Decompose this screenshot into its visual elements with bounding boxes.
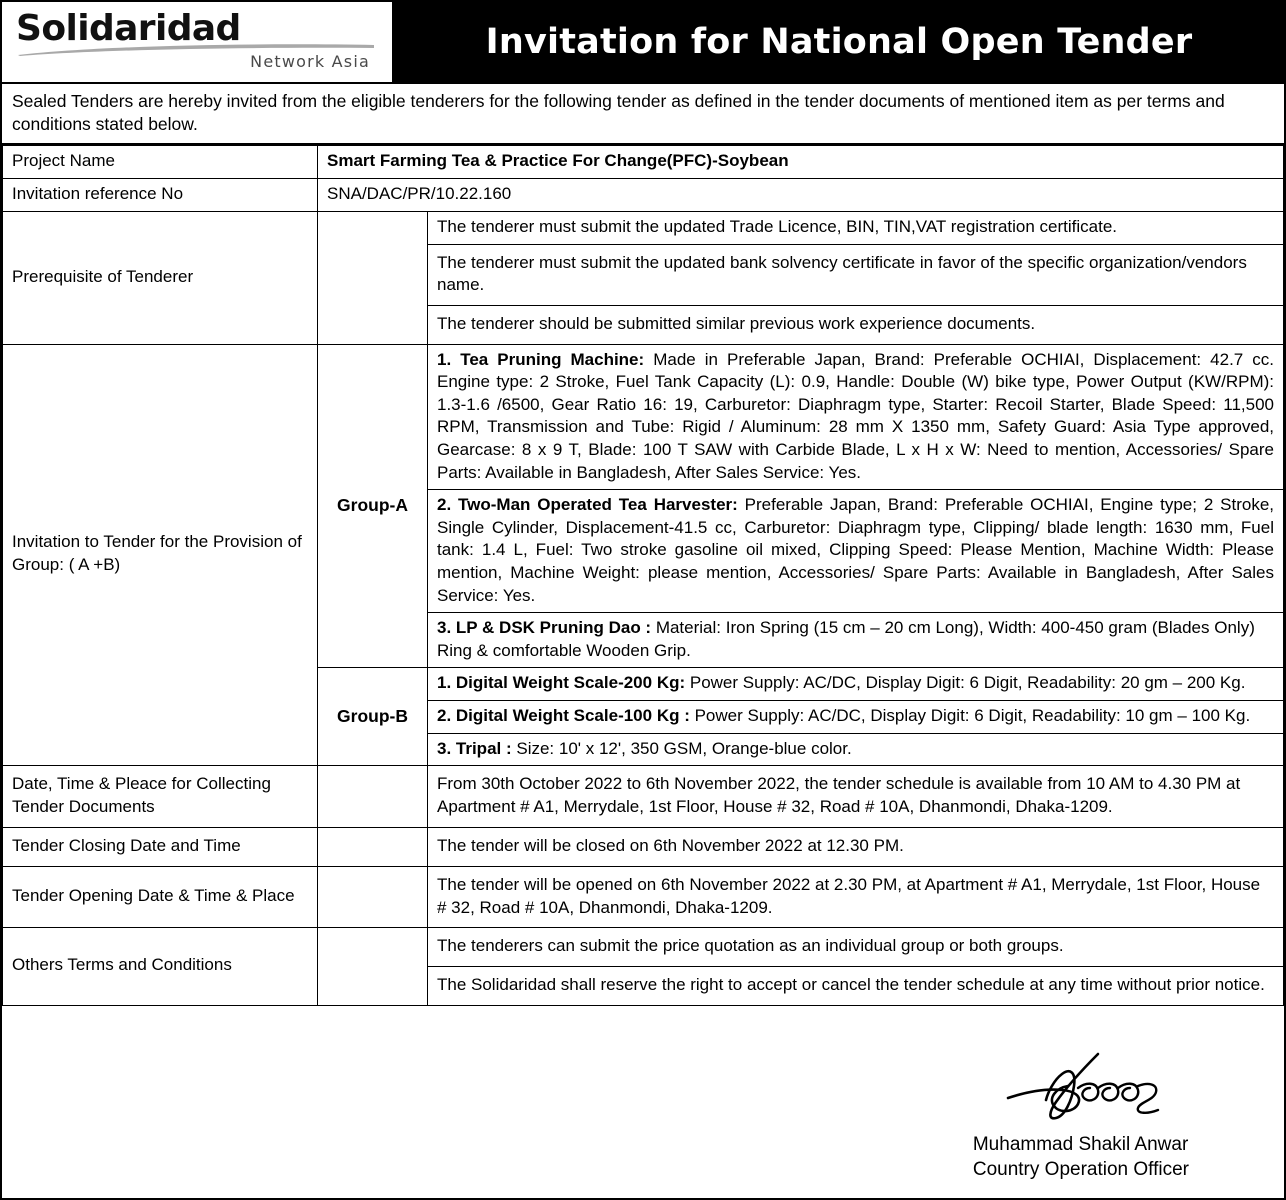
logo-subtitle: Network Asia — [250, 52, 370, 72]
group-b-item: 1. Digital Weight Scale-200 Kg: Power Su… — [427, 667, 1284, 702]
logo-wordmark: Solidaridad — [16, 7, 241, 49]
opening-group-spacer — [317, 866, 428, 929]
invitation-label: Invitation to Tender for the Provision o… — [2, 343, 318, 767]
table-row-others-1: Others Terms and Conditions The tenderer… — [2, 927, 1284, 1006]
signature-mark-icon — [986, 1048, 1176, 1131]
document-header: Solidaridad Network Asia Invitation for … — [2, 2, 1284, 84]
table-row-opening: Tender Opening Date & Time & Place The t… — [2, 866, 1284, 929]
others-label-text: Others Terms and Conditions — [12, 955, 232, 975]
signature-inner: Muhammad Shakil Anwar Country Operation … — [973, 1048, 1189, 1182]
others-group-spacer — [317, 927, 428, 1006]
others-item: The Solidaridad shall reserve the right … — [427, 965, 1284, 1006]
item-text: Preferable Japan, Brand: Preferable OCHI… — [437, 495, 1275, 605]
prerequisite-item: The tenderer must submit the updated Tra… — [427, 211, 1284, 245]
table-row-group-a-1: Invitation to Tender for the Provision o… — [2, 343, 1284, 767]
reference-label: Invitation reference No — [2, 178, 318, 213]
intro-paragraph: Sealed Tenders are hereby invited from t… — [2, 84, 1284, 146]
prerequisite-item: The tenderer must submit the updated ban… — [427, 243, 1284, 306]
others-label: Others Terms and Conditions — [2, 927, 318, 1006]
signatory-name: Muhammad Shakil Anwar — [972, 1134, 1189, 1156]
item-title: 3. LP & DSK Pruning Dao : — [437, 618, 652, 638]
item-text: Made in Preferable Japan, Brand: Prefera… — [437, 349, 1274, 482]
item-title: 1. Tea Pruning Machine: — [437, 349, 645, 369]
opening-value: The tender will be opened on 6th Novembe… — [427, 866, 1284, 929]
item-text: Size: 10' x 12', 350 GSM, Orange-blue co… — [511, 738, 852, 758]
item-text: Power Supply: AC/DC, Display Digit: 6 Di… — [685, 673, 1246, 693]
table-row-collecting: Date, Time & Pleace for Collecting Tende… — [2, 765, 1284, 829]
logo-swoosh-icon — [16, 44, 378, 57]
table-row-group-b-2: 2. Digital Weight Scale-100 Kg : Power S… — [3, 700, 1284, 734]
item-text: Power Supply: AC/DC, Display Digit: 6 Di… — [689, 706, 1251, 726]
banner-title: Invitation for National Open Tender — [485, 22, 1193, 62]
prerequisite-item: The tenderer should be submitted similar… — [427, 304, 1284, 345]
collecting-label: Date, Time & Pleace for Collecting Tende… — [2, 765, 318, 829]
opening-label: Tender Opening Date & Time & Place — [2, 866, 318, 929]
table-row-group-a-2: 2. Two-Man Operated Tea Harvester: Prefe… — [3, 489, 1284, 614]
table-row-others-2: The Solidaridad shall reserve the right … — [3, 965, 1284, 1006]
table-row-group-a-3: 3. LP & DSK Pruning Dao : Material: Iron… — [3, 612, 1284, 669]
tender-details-table: Project Name Smart Farming Tea & Practic… — [2, 145, 1284, 1006]
closing-value: The tender will be closed on 6th Novembe… — [427, 827, 1284, 868]
banner: Invitation for National Open Tender — [394, 2, 1284, 82]
table-row-group-b-1: Group-B 1. Digital Weight Scale-200 Kg: … — [3, 667, 1284, 767]
table-row-prerequisite-1: Prerequisite of Tenderer The tenderer mu… — [2, 211, 1284, 345]
others-item: The tenderers can submit the price quota… — [427, 927, 1284, 967]
table-row-prerequisite-2: The tenderer must submit the updated ban… — [3, 243, 1284, 306]
table-row-closing: Tender Closing Date and Time The tender … — [2, 827, 1284, 868]
signatory-title: Country Operation Officer — [972, 1158, 1189, 1180]
item-title: 2. Digital Weight Scale-100 Kg : — [437, 706, 690, 726]
item-title: 3. Tripal : — [437, 738, 512, 758]
collecting-group-spacer — [317, 765, 428, 829]
table-row-project-name: Project Name Smart Farming Tea & Practic… — [2, 145, 1284, 180]
prerequisite-label: Prerequisite of Tenderer — [2, 211, 318, 345]
group-b-item: 2. Digital Weight Scale-100 Kg : Power S… — [427, 700, 1284, 734]
item-title: 1. Digital Weight Scale-200 Kg: — [437, 673, 686, 693]
group-a-item: 3. LP & DSK Pruning Dao : Material: Iron… — [427, 612, 1284, 669]
table-row-reference: Invitation reference No SNA/DAC/PR/10.22… — [2, 178, 1284, 213]
project-name-label: Project Name — [2, 145, 318, 180]
reference-value: SNA/DAC/PR/10.22.160 — [317, 178, 1284, 213]
project-name-value: Smart Farming Tea & Practice For Change(… — [317, 145, 1284, 180]
group-a-item: 1. Tea Pruning Machine: Made in Preferab… — [427, 343, 1284, 491]
closing-label: Tender Closing Date and Time — [2, 827, 318, 868]
prerequisite-group-spacer — [317, 211, 428, 345]
invitation-label-text: Invitation to Tender for the Provision o… — [12, 532, 302, 575]
item-text: Material: Iron Spring (15 cm – 20 cm Lon… — [437, 618, 1255, 660]
organization-logo: Solidaridad Network Asia — [2, 2, 394, 82]
group-a-item: 2. Two-Man Operated Tea Harvester: Prefe… — [427, 489, 1284, 614]
item-title: 2. Two-Man Operated Tea Harvester: — [437, 495, 738, 515]
group-b-item: 3. Tripal : Size: 10' x 12', 350 GSM, Or… — [427, 732, 1284, 767]
signature-block: Muhammad Shakil Anwar Country Operation … — [2, 1006, 1284, 1199]
prerequisite-label-text: Prerequisite of Tenderer — [12, 266, 194, 286]
closing-group-spacer — [317, 827, 428, 868]
collecting-value: From 30th October 2022 to 6th November 2… — [427, 765, 1284, 829]
group-a-label: Group-A — [317, 343, 428, 669]
group-b-label: Group-B — [317, 667, 428, 767]
